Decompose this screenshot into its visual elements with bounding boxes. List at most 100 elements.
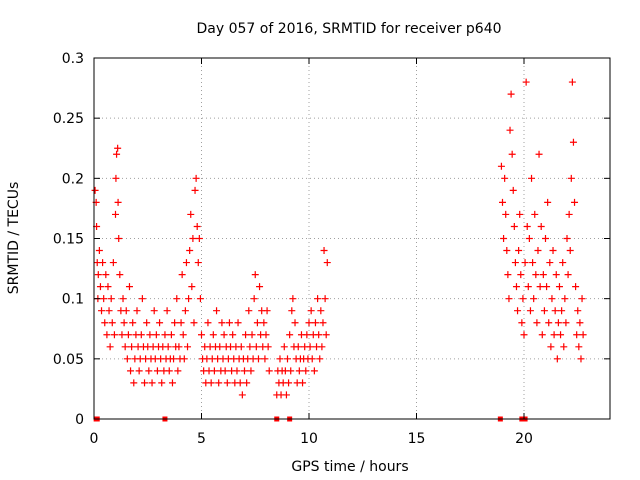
data-point <box>265 367 273 375</box>
data-point <box>220 331 228 339</box>
data-point <box>508 150 516 158</box>
data-point <box>523 222 531 230</box>
data-point <box>116 271 124 279</box>
data-point <box>234 319 242 327</box>
data-point <box>161 331 169 339</box>
data-point <box>215 379 223 387</box>
data-point <box>264 343 272 351</box>
y-tick-label: 0.25 <box>53 111 84 127</box>
x-axis-label: GPS time / hours <box>291 459 408 475</box>
data-point <box>318 343 326 351</box>
data-point <box>285 379 293 387</box>
data-point <box>552 271 560 279</box>
data-point <box>135 367 143 375</box>
data-point <box>254 355 262 363</box>
data-point <box>241 367 248 375</box>
data-point <box>551 307 559 315</box>
data-point <box>547 343 555 351</box>
data-point <box>108 319 116 327</box>
data-point <box>123 355 131 363</box>
data-point <box>91 186 99 194</box>
data-point <box>291 319 299 327</box>
data-point <box>181 307 189 315</box>
tick-layer: 0 0.05 0.1 0.15 0.2 0.25 0.3 0 5 10 15 20 <box>53 51 610 447</box>
data-point <box>518 319 526 327</box>
data-point <box>121 343 129 351</box>
data-point <box>223 379 231 387</box>
data-point <box>542 235 549 242</box>
data-point <box>532 271 540 279</box>
data-point <box>305 319 313 327</box>
data-point <box>252 343 260 351</box>
data-point <box>549 247 557 255</box>
data-point <box>124 331 132 339</box>
data-point <box>505 295 513 303</box>
data-point <box>572 283 580 291</box>
data-point <box>528 174 536 182</box>
data-point <box>152 331 160 339</box>
data-point <box>561 295 569 303</box>
data-point <box>295 367 303 375</box>
y-tick-label: 0.2 <box>62 171 84 187</box>
data-point <box>569 138 577 146</box>
data-point <box>256 283 264 291</box>
data-point <box>261 355 269 363</box>
data-point <box>178 271 186 279</box>
x-tick-label: 20 <box>515 431 533 447</box>
data-point <box>538 331 546 339</box>
data-point <box>98 307 106 315</box>
data-point <box>506 126 514 134</box>
data-point <box>105 307 113 315</box>
data-point <box>573 331 581 339</box>
data-point <box>302 367 310 375</box>
data-point <box>507 90 515 98</box>
data-point <box>502 210 510 218</box>
data-point <box>284 355 291 363</box>
data-point <box>503 247 511 255</box>
y-tick-label: 0.05 <box>53 352 84 368</box>
data-point <box>282 391 290 399</box>
data-point <box>530 295 538 303</box>
data-point <box>289 295 297 303</box>
x-tick-label: 0 <box>90 431 99 447</box>
data-point <box>560 343 568 351</box>
data-point <box>567 174 575 182</box>
y-tick-label: 0.1 <box>62 292 84 308</box>
data-point <box>184 343 192 351</box>
data-point <box>153 367 161 375</box>
data-point <box>179 331 187 339</box>
data-point <box>286 331 294 339</box>
data-point <box>185 295 193 303</box>
data-point <box>287 367 295 375</box>
data-point <box>104 283 112 291</box>
data-point <box>128 343 136 351</box>
data-point <box>276 355 284 363</box>
data-point <box>115 235 123 242</box>
data-point <box>173 295 181 303</box>
data-point <box>114 144 122 152</box>
data-point <box>319 319 327 327</box>
data-point <box>558 307 566 315</box>
data-point <box>311 319 319 327</box>
data-point <box>310 367 318 375</box>
data-point <box>99 259 107 267</box>
data-point <box>122 307 130 315</box>
data-point <box>251 271 259 279</box>
data-point <box>536 283 544 291</box>
data-point <box>571 198 579 206</box>
data-point <box>564 271 572 279</box>
data-point <box>504 271 512 279</box>
data-point <box>133 307 141 315</box>
data-point <box>146 331 154 339</box>
data-point <box>306 343 314 351</box>
data-point <box>543 283 551 291</box>
data-point <box>190 319 198 327</box>
data-point <box>497 162 505 170</box>
data-point <box>574 307 582 315</box>
data-point <box>150 307 158 315</box>
data-point <box>509 186 517 194</box>
data-point <box>562 319 570 327</box>
y-axis-label: SRMTID / TECUs <box>6 182 22 295</box>
data-point <box>511 259 519 267</box>
